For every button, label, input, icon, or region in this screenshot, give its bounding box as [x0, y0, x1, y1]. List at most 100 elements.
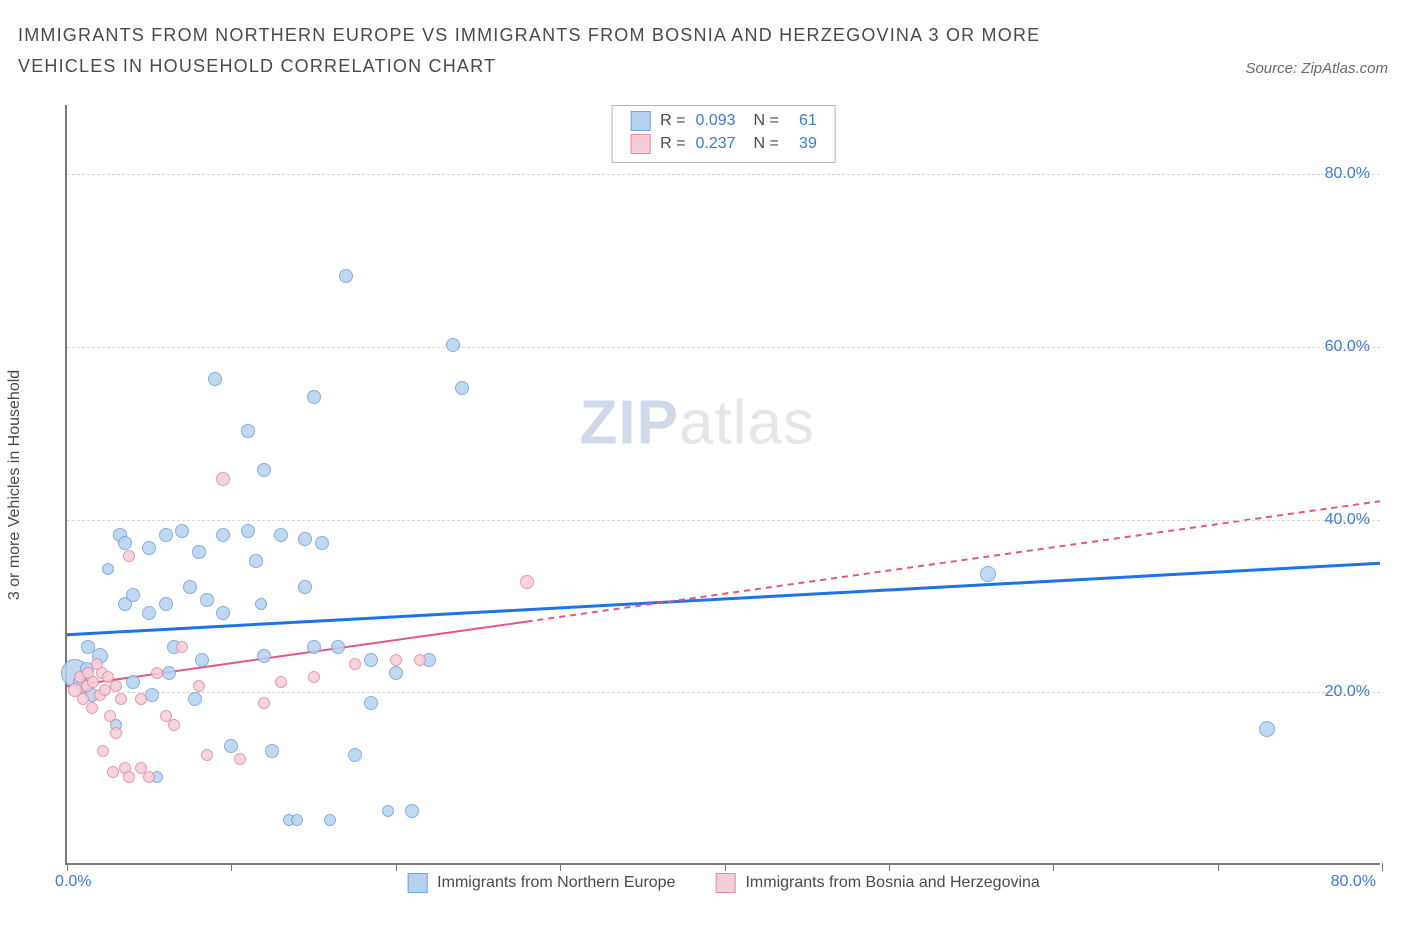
data-point — [192, 545, 206, 559]
data-point — [241, 524, 255, 538]
data-point — [390, 654, 402, 666]
data-point — [275, 676, 287, 688]
data-point — [315, 536, 329, 550]
data-point — [195, 653, 209, 667]
legend-item: Immigrants from Northern Europe — [407, 873, 675, 893]
data-point — [298, 580, 312, 594]
legend-item: Immigrants from Bosnia and Herzegovina — [715, 873, 1039, 893]
x-tick — [560, 863, 561, 871]
x-tick — [725, 863, 726, 871]
series-legend: Immigrants from Northern Europe Immigrant… — [407, 873, 1040, 893]
x-tick — [396, 863, 397, 871]
data-point — [142, 541, 156, 555]
data-point — [414, 654, 426, 666]
data-point — [175, 524, 189, 538]
x-tick — [1382, 863, 1383, 871]
data-point — [97, 745, 109, 757]
y-tick-label: 60.0% — [1325, 338, 1370, 356]
data-point — [200, 593, 214, 607]
y-tick-label: 20.0% — [1325, 683, 1370, 701]
scatter-plot: ZIPatlas R = 0.093N = 61R = 0.237N = 39 … — [65, 105, 1380, 865]
legend-label: Immigrants from Bosnia and Herzegovina — [745, 874, 1039, 892]
data-point — [298, 532, 312, 546]
data-point — [1259, 721, 1275, 737]
x-tick — [231, 863, 232, 871]
data-point — [123, 771, 135, 783]
data-point — [162, 666, 176, 680]
data-point — [208, 372, 222, 386]
data-point — [183, 580, 197, 594]
data-point — [86, 702, 98, 714]
data-point — [143, 771, 155, 783]
gridline — [67, 347, 1380, 348]
data-point — [216, 472, 230, 486]
data-point — [145, 688, 159, 702]
chart-area: 3 or more Vehicles in Household ZIPatlas… — [50, 105, 1380, 865]
data-point — [364, 653, 378, 667]
x-tick — [889, 863, 890, 871]
x-max-label: 80.0% — [1331, 873, 1376, 891]
gridline — [67, 174, 1380, 175]
data-point — [115, 693, 127, 705]
data-point — [110, 727, 122, 739]
data-point — [455, 381, 469, 395]
data-point — [142, 606, 156, 620]
data-point — [307, 640, 321, 654]
data-point — [324, 814, 336, 826]
chart-source: Source: ZipAtlas.com — [1245, 60, 1388, 77]
data-point — [331, 640, 345, 654]
data-point — [188, 692, 202, 706]
data-point — [126, 675, 140, 689]
data-point — [307, 390, 321, 404]
data-point — [216, 606, 230, 620]
data-point — [265, 744, 279, 758]
data-point — [99, 684, 111, 696]
stats-row: R = 0.237N = 39 — [630, 134, 817, 154]
data-point — [201, 749, 213, 761]
data-point — [224, 739, 238, 753]
legend-swatch — [630, 111, 650, 131]
data-point — [382, 805, 394, 817]
data-point — [291, 814, 303, 826]
data-point — [255, 598, 267, 610]
y-tick-label: 40.0% — [1325, 511, 1370, 529]
data-point — [980, 566, 996, 582]
data-point — [135, 693, 147, 705]
data-point — [176, 641, 188, 653]
data-point — [159, 597, 173, 611]
data-point — [348, 748, 362, 762]
stats-legend: R = 0.093N = 61R = 0.237N = 39 — [611, 105, 836, 163]
data-point — [274, 528, 288, 542]
data-point — [159, 528, 173, 542]
chart-title: IMMIGRANTS FROM NORTHERN EUROPE VS IMMIG… — [18, 20, 1058, 81]
data-point — [257, 463, 271, 477]
data-point — [104, 710, 116, 722]
gridline — [67, 692, 1380, 693]
data-point — [118, 536, 132, 550]
y-tick-label: 80.0% — [1325, 165, 1370, 183]
data-point — [216, 528, 230, 542]
data-point — [107, 766, 119, 778]
legend-swatch — [630, 134, 650, 154]
data-point — [193, 680, 205, 692]
legend-swatch — [407, 873, 427, 893]
gridline — [67, 520, 1380, 521]
x-tick — [1218, 863, 1219, 871]
data-point — [126, 588, 140, 602]
data-point — [241, 424, 255, 438]
legend-label: Immigrants from Northern Europe — [437, 874, 675, 892]
data-point — [257, 649, 271, 663]
data-point — [446, 338, 460, 352]
data-point — [258, 697, 270, 709]
data-point — [151, 667, 163, 679]
data-point — [349, 658, 361, 670]
data-point — [308, 671, 320, 683]
data-point — [364, 696, 378, 710]
x-tick — [67, 863, 68, 871]
legend-swatch — [715, 873, 735, 893]
data-point — [339, 269, 353, 283]
data-point — [249, 554, 263, 568]
data-point — [234, 753, 246, 765]
x-tick — [1053, 863, 1054, 871]
chart-header: IMMIGRANTS FROM NORTHERN EUROPE VS IMMIG… — [18, 20, 1388, 81]
